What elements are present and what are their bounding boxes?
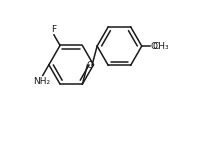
Text: CH₃: CH₃	[153, 42, 169, 51]
Text: O: O	[150, 42, 157, 51]
Text: O: O	[86, 61, 93, 70]
Text: NH₂: NH₂	[33, 77, 51, 86]
Text: F: F	[51, 25, 56, 34]
